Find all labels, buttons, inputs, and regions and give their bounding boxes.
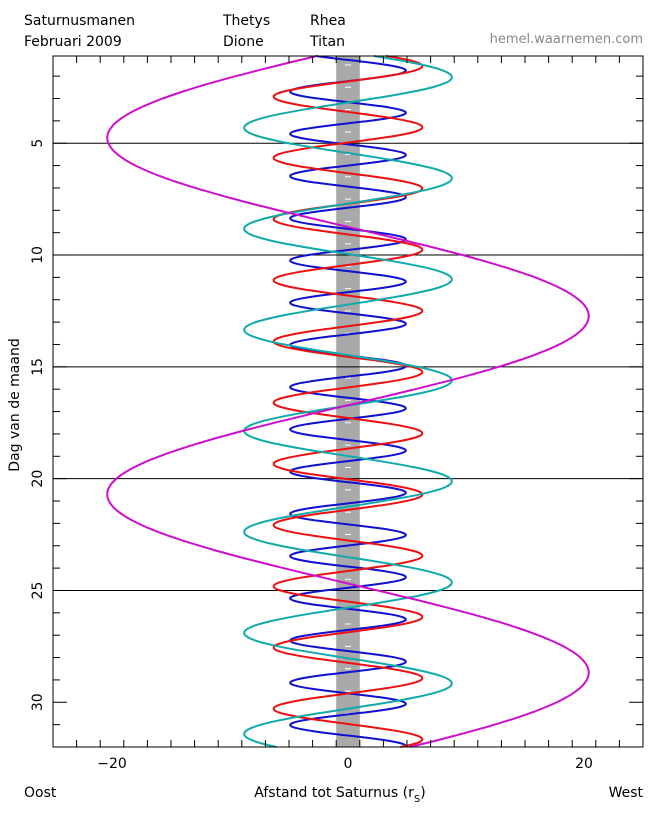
chart-subtitle: Februari 2009 [24, 34, 122, 50]
saturn-band-rect [336, 56, 360, 747]
y-tick-label: 15 [30, 358, 46, 376]
legend-thetys: Thetys [222, 13, 270, 29]
x-tick-label: −20 [97, 756, 127, 772]
y-tick-label: 25 [30, 582, 46, 600]
y-tick-label: 20 [30, 470, 46, 488]
x-tick-label: 20 [575, 756, 593, 772]
x-right-label: West [609, 785, 644, 801]
saturn-band [336, 56, 360, 747]
moon-curves [106, 55, 590, 748]
axis-labels: Afstand tot Saturnus (rS) Oost West Dag … [7, 338, 644, 805]
legend-rhea: Rhea [310, 13, 346, 29]
curve-dione [272, 55, 424, 748]
y-tick-label: 30 [30, 693, 46, 711]
curve-titan [106, 55, 590, 748]
axes: −20 0 20 5 10 15 20 25 30 [30, 55, 644, 772]
y-axis-label: Dag van de maand [7, 338, 23, 471]
x-tick-label: 0 [344, 756, 353, 772]
y-tick-label: 10 [30, 246, 46, 264]
legend-dione: Dione [223, 34, 264, 50]
x-left-label: Oost [24, 785, 57, 801]
source-label: hemel.waarnemen.com [490, 32, 643, 47]
x-axis-label: Afstand tot Saturnus (rS) [254, 785, 425, 805]
legend: Saturnusmanen Februari 2009 Thetys Dione… [24, 13, 643, 50]
y-tick-label: 5 [30, 139, 46, 148]
chart-title: Saturnusmanen [24, 13, 135, 29]
plot-frame [52, 55, 644, 748]
legend-titan: Titan [309, 34, 345, 50]
curve-rhea [243, 55, 453, 748]
